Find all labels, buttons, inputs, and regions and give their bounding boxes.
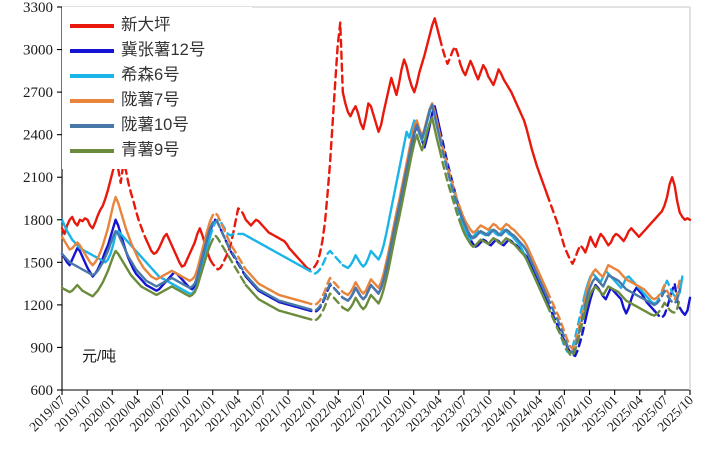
series-line-0	[244, 218, 306, 267]
series-line-5	[653, 297, 681, 317]
series-line-4	[303, 282, 345, 312]
legend-label: 冀张薯12号	[121, 41, 206, 60]
legend-color-swatch	[70, 148, 114, 153]
series-line-3	[244, 268, 306, 304]
y-tick-label: 2700	[23, 85, 53, 101]
series-line-2	[244, 234, 306, 270]
y-tick-label: 3300	[23, 0, 53, 16]
series-line-4	[208, 218, 247, 277]
x-axis-ticks: 2019/072019/102020/012020/042020/072020/…	[26, 390, 696, 434]
legend-color-swatch	[70, 98, 114, 103]
legend-label: 青薯9号	[121, 141, 180, 160]
y-tick-label: 1500	[23, 255, 53, 271]
series-line-3	[60, 195, 212, 282]
series-line-3	[208, 211, 247, 271]
y-tick-label: 1800	[23, 213, 53, 229]
y-axis-ticks: 600 900 1200 1500 1800 2100 2400 2700 3000 3300	[23, 0, 62, 399]
legend-item-4[interactable]: 陇薯10号	[70, 113, 248, 138]
series-line-5	[438, 149, 462, 224]
series-line-2	[303, 249, 345, 275]
chart-legend: 新大坪冀张薯12号 希森6号陇薯7号陇薯10号青薯9号	[62, 7, 252, 169]
y-tick-label: 2100	[23, 170, 53, 186]
series-line-3	[653, 278, 681, 301]
series-line-0	[545, 193, 587, 265]
y-tick-label: 600	[31, 383, 54, 399]
series-line-4	[584, 273, 656, 307]
legend-color-swatch	[70, 23, 114, 28]
series-line-4	[459, 211, 549, 298]
legend-item-2[interactable]: 希森6号	[70, 63, 248, 88]
series-line-5	[341, 116, 442, 312]
y-tick-label: 900	[31, 340, 54, 356]
series-line-4	[545, 295, 587, 355]
series-line-0	[303, 21, 345, 271]
series-line-2	[208, 218, 247, 238]
series-line-3	[303, 276, 345, 307]
legend-color-swatch	[70, 73, 114, 78]
series-line-0	[208, 207, 247, 271]
legend-item-3[interactable]: 陇薯7号	[70, 88, 248, 113]
series-line-0	[145, 227, 212, 268]
series-line-5	[208, 234, 247, 287]
y-tick-label: 2400	[23, 128, 53, 144]
legend-label: 希森6号	[121, 66, 180, 85]
legend-label: 新大坪	[121, 16, 171, 35]
series-line-5	[244, 283, 306, 319]
legend-label: 陇薯10号	[121, 116, 189, 135]
series-line-3	[545, 289, 587, 351]
series-line-4	[60, 227, 212, 290]
series-line-0	[459, 59, 549, 196]
series-line-0	[341, 17, 442, 134]
series-line-5	[60, 244, 212, 298]
series-line-5	[584, 285, 656, 317]
series-line-5	[545, 303, 587, 358]
legend-label: 陇薯7号	[121, 91, 180, 110]
series-line-5	[303, 292, 345, 322]
series-line-0	[438, 37, 462, 65]
series-line-3	[584, 263, 656, 301]
series-line-4	[244, 273, 306, 309]
series-line-1	[60, 218, 212, 292]
series-line-3	[438, 133, 462, 210]
legend-item-0[interactable]: 新大坪	[70, 13, 248, 38]
series-line-0	[60, 161, 120, 236]
series-line-2	[653, 279, 681, 305]
series-line-0	[584, 176, 692, 254]
legend-color-swatch	[70, 123, 114, 128]
series-line-1	[678, 296, 692, 317]
legend-item-1[interactable]: 冀张薯12号	[70, 38, 248, 63]
legend-item-5[interactable]: 青薯9号	[70, 138, 248, 163]
series-line-3	[459, 207, 549, 292]
series-line-1	[653, 282, 681, 319]
series-line-4	[653, 288, 681, 307]
y-axis-unit-label: 元/吨	[82, 348, 116, 365]
legend-color-swatch	[70, 48, 114, 53]
series-line-4	[341, 103, 442, 302]
series-line-4	[438, 137, 462, 214]
series-line-0	[116, 163, 148, 241]
series-line-5	[459, 221, 549, 307]
y-tick-label: 1200	[23, 298, 53, 314]
y-tick-label: 3000	[23, 43, 53, 59]
